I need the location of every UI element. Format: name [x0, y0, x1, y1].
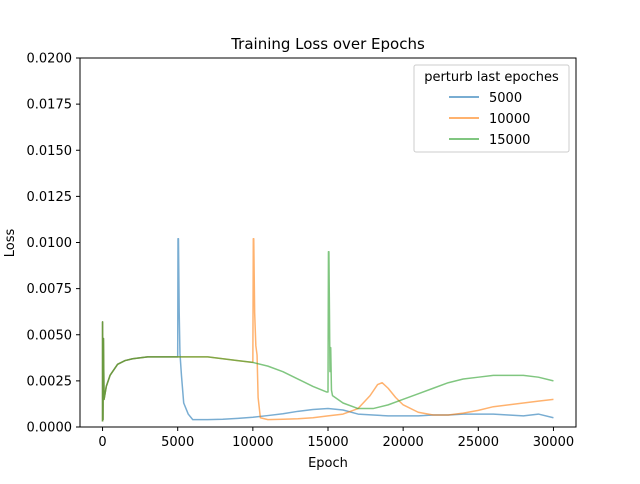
x-tick-label: 30000: [533, 435, 574, 450]
y-tick-label: 0.0100: [27, 236, 73, 251]
y-tick-label: 0.0075: [27, 282, 73, 297]
series-line-15000: [101, 250, 554, 422]
legend-box: [413, 64, 570, 153]
y-axis-label: Loss: [3, 229, 18, 258]
y-tick-label: 0.0000: [27, 421, 73, 436]
legend: perturb last epoches 5000 10000 15000: [413, 64, 570, 153]
legend-label-5000: 5000: [489, 91, 522, 106]
y-axis: 0.0000 0.0025 0.0050 0.0075 0.0100 0.0125 0.01…: [27, 52, 80, 436]
x-tick-label: 20000: [382, 435, 423, 450]
x-tick-label: 0: [98, 435, 106, 450]
y-tick-label: 0.0150: [27, 144, 73, 159]
x-axis: 0 5000 10000 15000 20000 25000 30000: [98, 427, 574, 450]
x-tick-label: 25000: [458, 435, 499, 450]
chart-title: Training Loss over Epochs: [230, 35, 425, 53]
y-tick-label: 0.0175: [27, 98, 73, 113]
legend-entries: 5000 10000 15000: [449, 91, 530, 148]
x-axis-label: Epoch: [308, 456, 348, 471]
x-tick-label: 5000: [161, 435, 194, 450]
y-tick-label: 0.0200: [27, 52, 73, 67]
legend-title: perturb last epoches: [424, 70, 559, 85]
y-tick-label: 0.0125: [27, 190, 73, 205]
y-tick-label: 0.0025: [27, 374, 73, 389]
legend-label-10000: 10000: [489, 112, 530, 127]
x-tick-label: 10000: [232, 435, 273, 450]
y-tick-label: 0.0050: [27, 328, 73, 343]
legend-label-15000: 15000: [489, 133, 530, 148]
x-tick-label: 15000: [307, 435, 348, 450]
series-lines: [101, 238, 554, 422]
